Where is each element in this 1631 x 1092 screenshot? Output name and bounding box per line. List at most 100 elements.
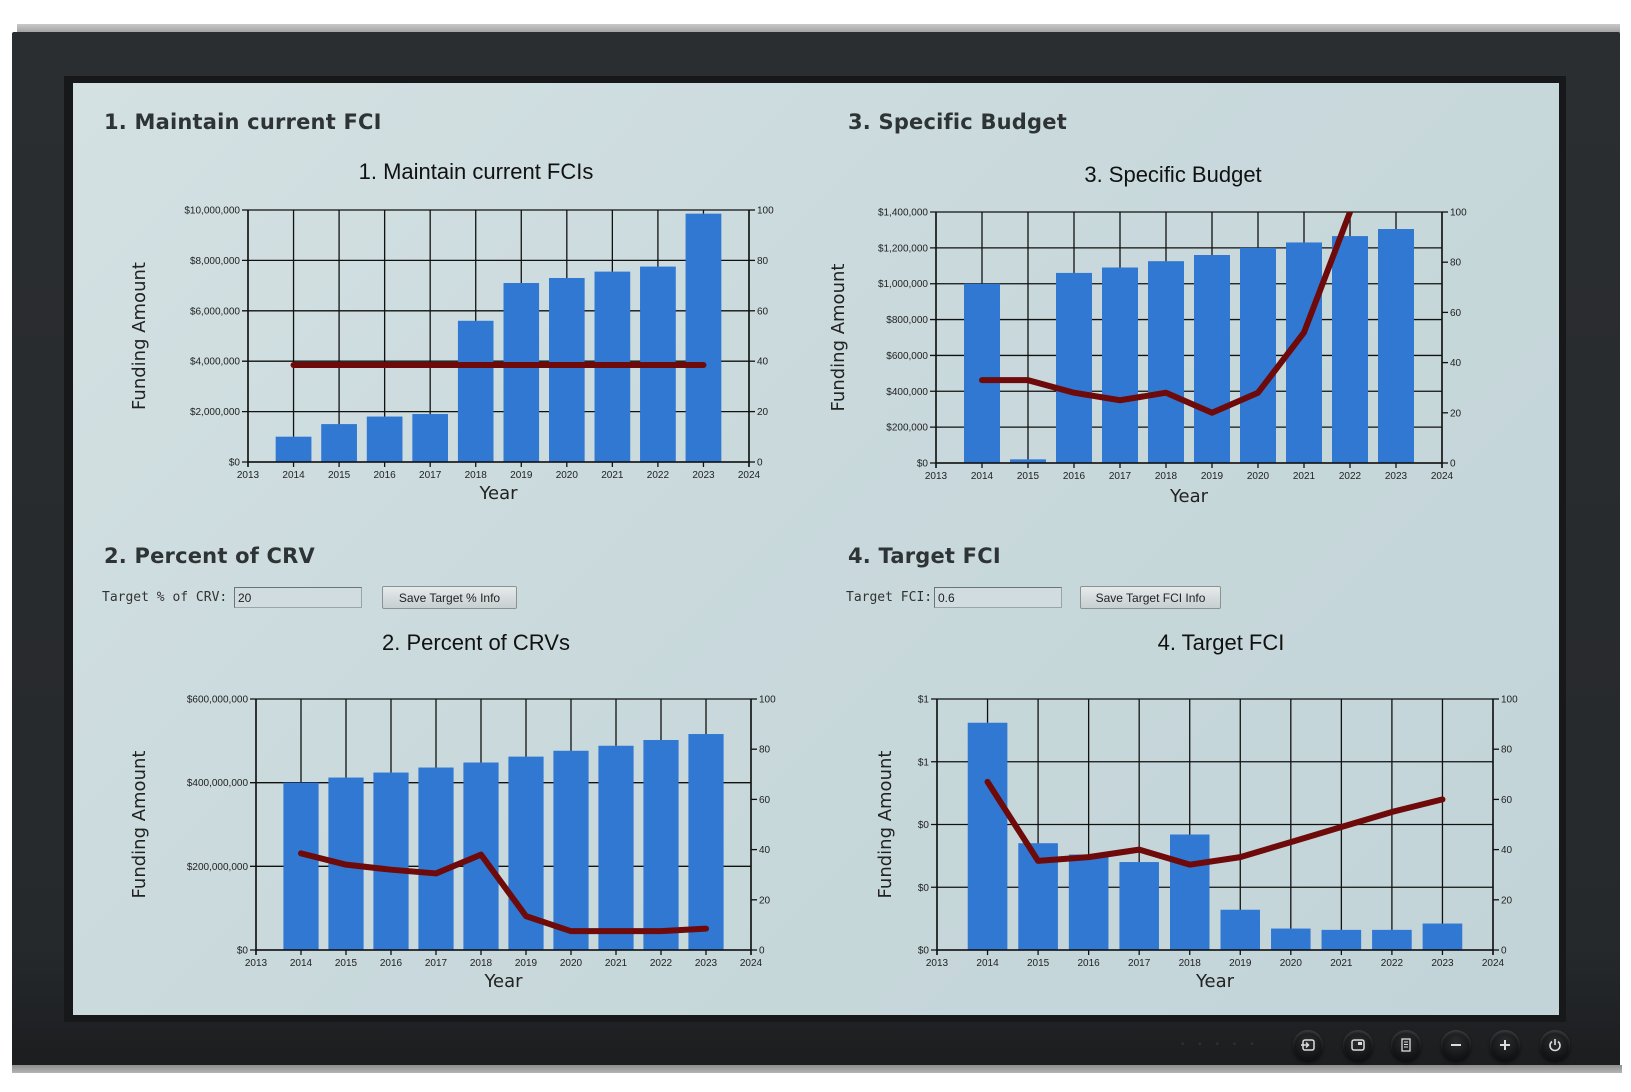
line-series [979,212,1353,416]
monitor-top-edge [17,24,1620,34]
y-tick-label: $0 [237,946,249,957]
y-tick-label: $600,000,000 [187,695,249,706]
y-tick-label: $6,000,000 [190,306,240,317]
y2-tick-label: 100 [759,695,776,706]
y2-tick-label: 40 [759,845,771,856]
chart-percent-of-crv: 2. Percent of CRVs $0 $200,000,000 $400,000… [129,630,776,992]
y2-tick-label: 20 [759,895,771,906]
chart-maintain-current-fci: 1. Maintain current FCIs $0 $2,000,000 $4,0… [129,159,774,504]
target-percent-input[interactable] [234,587,362,608]
x-axis-label: Year [483,971,523,992]
x-tick-label: 2022 [1339,471,1362,482]
y2-tick-label: 0 [757,458,763,469]
led-indicator-dots: ••••• [1180,1040,1267,1050]
y2-tick-label: 0 [759,946,765,957]
minus-button[interactable] [1441,1030,1471,1060]
x-tick-label: 2019 [1229,958,1252,969]
x-tick-label: 2024 [740,958,763,969]
y2-tick-label: 40 [1450,358,1462,369]
x-axis-label: Year [478,483,518,504]
y-tick-label: $0 [918,883,930,894]
y2-tick-label: 80 [1501,745,1513,756]
plus-icon [1500,1040,1510,1050]
target-fci-input[interactable] [934,587,1062,608]
x-tick-label: 2014 [971,471,994,482]
power-button[interactable] [1540,1030,1570,1060]
x-tick-label: 2021 [1330,958,1353,969]
x-tick-label: 2015 [335,958,358,969]
x-tick-label: 2013 [925,471,948,482]
heading-target-fci: 4. Target FCI [848,544,1001,568]
y-tick-label: $200,000 [886,423,928,434]
chart-title: 3. Specific Budget [1084,162,1261,187]
y2-tick-label: 20 [1450,408,1462,419]
save-target-fci-button[interactable]: Save Target FCI Info [1080,586,1221,609]
x-tick-label: 2023 [695,958,718,969]
x-tick-label: 2022 [1381,958,1404,969]
heading-specific-budget: 3. Specific Budget [848,110,1067,134]
target-percent-label: Target % of CRV: [102,590,228,605]
x-tick-label: 2015 [1027,958,1050,969]
x-tick-label: 2024 [1431,471,1454,482]
y-tick-label: $0 [917,459,929,470]
input-source-button[interactable] [1293,1030,1323,1060]
y-tick-label: $1 [918,757,930,768]
y-tick-label: $4,000,000 [190,357,240,368]
chart-title: 2. Percent of CRVs [382,630,570,655]
x-tick-label: 2017 [425,958,448,969]
line-series [298,850,709,935]
y2-tick-label: 40 [757,357,769,368]
x-tick-label: 2021 [1293,471,1316,482]
y-tick-label: $200,000,000 [187,862,249,873]
x-axis-label: Year [1169,486,1209,507]
menu-icon [1401,1038,1411,1052]
y-tick-label: $1,000,000 [878,279,928,290]
y-axis-label: Funding Amount [828,264,849,412]
x-tick-label: 2017 [1109,471,1132,482]
y2-tick-label: 100 [1501,695,1518,706]
y-axis-label: Funding Amount [129,751,150,899]
save-target-percent-button[interactable]: Save Target % Info [382,586,517,609]
y2-tick-label: 80 [757,256,769,267]
x-tick-label: 2017 [419,470,442,481]
x-tick-label: 2016 [374,470,397,481]
menu-button[interactable] [1391,1030,1421,1060]
minus-icon [1451,1044,1461,1046]
y2-tick-label: 80 [759,745,771,756]
x-tick-label: 2020 [1280,958,1303,969]
y-tick-label: $400,000 [886,387,928,398]
x-tick-label: 2021 [601,470,624,481]
y-tick-label: $1,200,000 [878,243,928,254]
y-tick-label: $600,000 [886,351,928,362]
x-tick-label: 2013 [237,470,260,481]
x-tick-label: 2014 [282,470,305,481]
y2-tick-label: 0 [1501,946,1507,957]
y-tick-label: $8,000,000 [190,256,240,267]
y2-tick-label: 60 [759,795,771,806]
x-tick-label: 2019 [515,958,538,969]
x-tick-label: 2018 [1155,471,1178,482]
y2-tick-label: 0 [1450,459,1456,470]
x-tick-label: 2020 [1247,471,1270,482]
picture-mode-button[interactable] [1343,1030,1373,1060]
x-axis-label: Year [1195,971,1235,992]
input-source-icon [1301,1039,1315,1051]
x-tick-label: 2022 [647,470,670,481]
x-tick-label: 2023 [1385,471,1408,482]
x-tick-label: 2019 [510,470,533,481]
x-tick-label: 2018 [465,470,488,481]
chart-specific-budget: 3. Specific Budget $0 $200,000 $400,000 $600… [828,162,1467,507]
y-tick-label: $10,000,000 [184,206,240,217]
y-tick-label: $0 [918,820,930,831]
target-fci-label: Target FCI: [846,590,933,605]
x-tick-label: 2024 [738,470,761,481]
y2-tick-label: 40 [1501,845,1513,856]
picture-mode-icon [1351,1039,1365,1051]
chart-target-fci: 4. Target FCI $0 $0 $0 $1 $1 0 20 40 60 80 100 2013 2… [875,630,1518,992]
y2-tick-label: 80 [1450,258,1462,269]
line-series [984,778,1446,868]
x-tick-label: 2024 [1482,958,1505,969]
plus-button[interactable] [1490,1030,1520,1060]
x-tick-label: 2013 [926,958,949,969]
x-tick-label: 2013 [245,958,268,969]
